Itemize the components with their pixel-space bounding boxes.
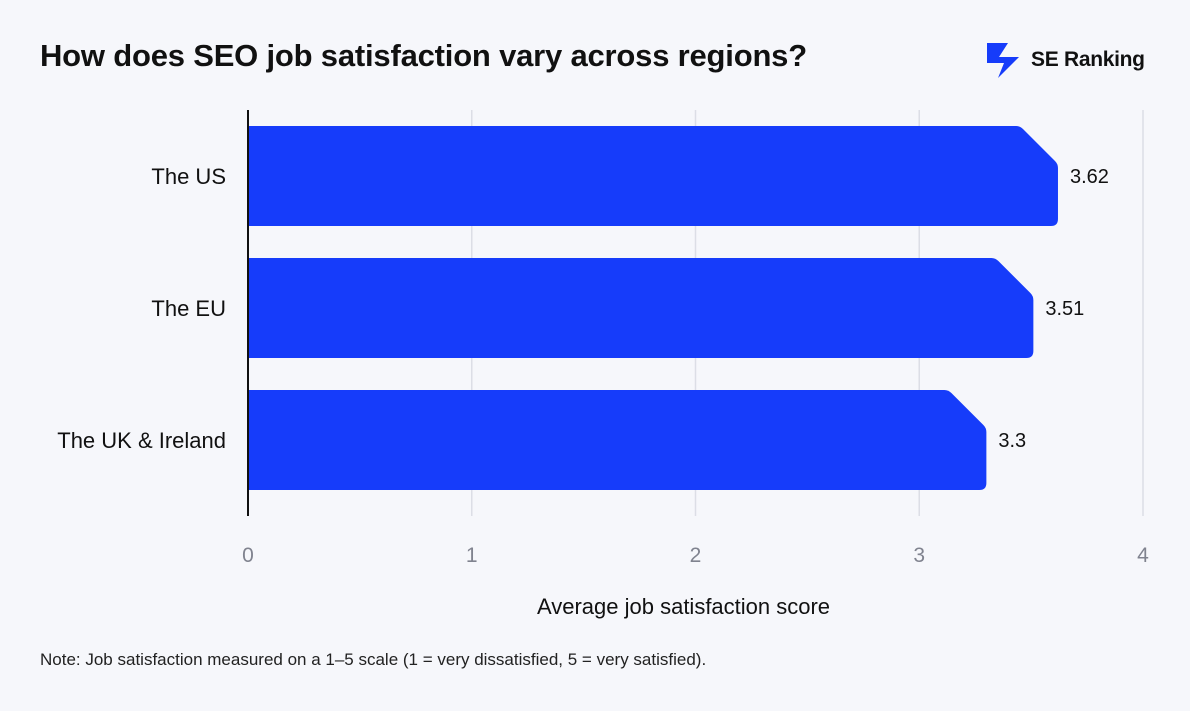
x-tick-label: 0 xyxy=(242,544,254,567)
chart-title: How does SEO job satisfaction vary acros… xyxy=(40,38,807,73)
category-label: The US xyxy=(151,164,226,189)
chart-note: Note: Job satisfaction measured on a 1–5… xyxy=(40,650,707,669)
bar-chart: 3.62 The US 3.51 The EU 3.3 The UK & Ireland 0… xyxy=(57,110,1149,619)
bar-value-label: 3.3 xyxy=(998,430,1026,452)
x-tick-label: 3 xyxy=(913,544,925,567)
bar-value-label: 3.62 xyxy=(1070,166,1109,188)
category-label: The EU xyxy=(151,296,226,321)
brand-logo: SE Ranking xyxy=(985,40,1145,80)
x-tick-label: 1 xyxy=(466,544,478,567)
x-axis-label: Average job satisfaction score xyxy=(537,594,830,619)
category-label: The UK & Ireland xyxy=(57,428,226,453)
x-tick-label: 2 xyxy=(690,544,702,567)
brand-name: SE Ranking xyxy=(1031,48,1145,71)
bar xyxy=(248,126,1058,226)
bar xyxy=(248,390,987,490)
bar xyxy=(248,258,1034,358)
x-tick-label: 4 xyxy=(1137,544,1149,567)
se-ranking-bolt-logo-icon xyxy=(987,43,1019,78)
bar-value-label: 3.51 xyxy=(1045,298,1084,320)
